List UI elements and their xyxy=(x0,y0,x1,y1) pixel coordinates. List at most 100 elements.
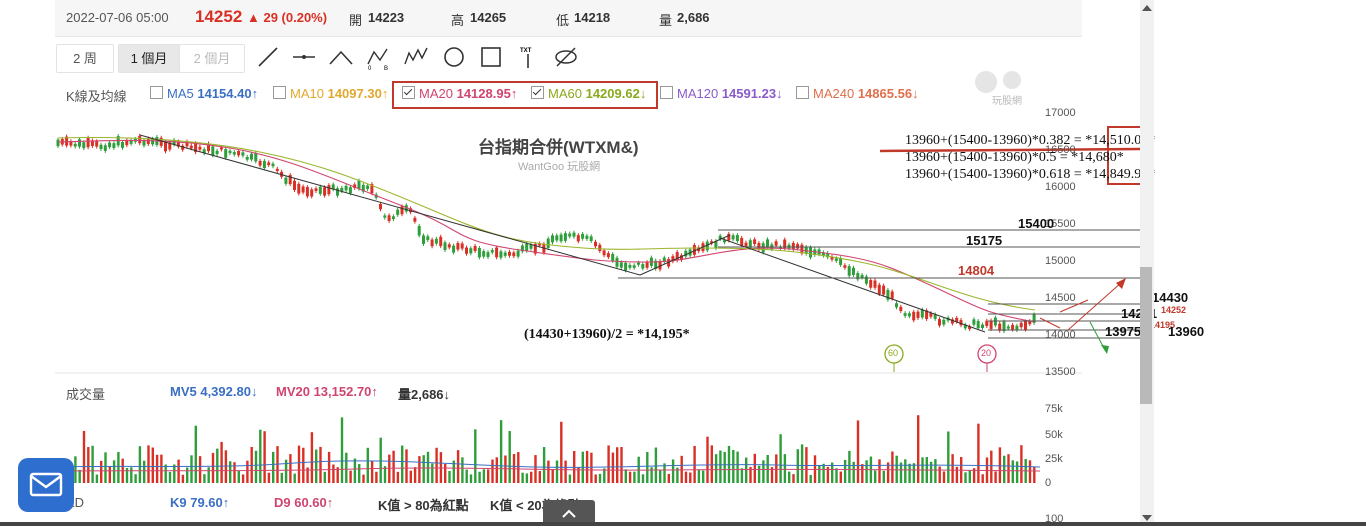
candle-body xyxy=(654,260,658,269)
volume-bar xyxy=(194,425,197,483)
candle-body xyxy=(955,317,959,322)
volume-bar xyxy=(401,445,404,483)
open-value: 14223 xyxy=(368,10,405,25)
ma60-toggle[interactable]: MA60 14209.62↓ xyxy=(531,86,646,101)
kline-ma-label: K線及均線 xyxy=(66,89,127,104)
candle-body xyxy=(778,246,782,249)
volume-bar xyxy=(538,471,541,483)
period-1-month-button[interactable]: 1 個月 xyxy=(118,44,180,73)
angle-tool-icon[interactable] xyxy=(328,44,354,70)
bottom-bar xyxy=(0,522,1366,526)
candle-body xyxy=(972,319,976,325)
volume-bar xyxy=(775,454,778,483)
circle-tool-icon[interactable] xyxy=(441,44,467,70)
candle-body xyxy=(1024,321,1027,330)
scroll-down-icon[interactable] xyxy=(1141,513,1153,523)
volume-bar xyxy=(745,457,748,483)
volume-bar xyxy=(332,464,335,483)
candle-body xyxy=(310,189,314,197)
volume-bar xyxy=(370,461,374,483)
candle-body xyxy=(331,184,335,190)
candle-body xyxy=(791,242,795,250)
candle-body xyxy=(525,243,529,251)
horizontal-line-tool-icon[interactable] xyxy=(291,44,317,70)
candle-body xyxy=(168,142,172,150)
scrollbar-thumb[interactable] xyxy=(1140,267,1152,404)
candle-body xyxy=(258,160,262,166)
trendline-tool-icon[interactable] xyxy=(255,44,281,70)
candle-body xyxy=(215,150,219,155)
candle-body xyxy=(766,239,769,247)
volume-bar xyxy=(818,465,821,483)
volume-bar xyxy=(327,451,331,483)
volume-bar xyxy=(710,445,713,483)
volume-bar xyxy=(762,460,765,483)
elliott-wave-tool-icon[interactable] xyxy=(403,44,429,70)
period-2-months-button[interactable]: 2 個月 xyxy=(179,44,245,73)
candle-body xyxy=(985,320,989,327)
ma240-toggle[interactable]: MA240 14865.56↓ xyxy=(796,86,919,101)
volume-bar xyxy=(456,450,460,483)
volume-bar xyxy=(478,471,481,483)
candle-body xyxy=(692,244,696,255)
scroll-up-icon[interactable] xyxy=(1141,3,1153,13)
volume-bar xyxy=(521,472,524,483)
ma10-toggle[interactable]: MA10 14097.30↑ xyxy=(273,86,388,101)
candle-body xyxy=(348,187,352,194)
volume-bar xyxy=(912,463,916,483)
candle-body xyxy=(585,235,589,239)
candle-body xyxy=(219,147,223,150)
candle-body xyxy=(1032,314,1036,323)
candle-body xyxy=(658,261,662,270)
candle-body xyxy=(705,241,709,251)
volume-bar xyxy=(671,459,675,483)
volume-panel-label: 成交量 xyxy=(66,387,106,402)
volume-bar xyxy=(413,467,417,483)
y-tick: 16500 xyxy=(1045,144,1076,156)
collapse-panel-button[interactable] xyxy=(543,500,595,526)
message-button[interactable] xyxy=(18,458,74,512)
high-label: 高 xyxy=(451,13,465,28)
candle-body xyxy=(576,235,580,242)
candle-body xyxy=(675,252,679,261)
quote-price: 14252 xyxy=(195,7,243,26)
volume-bar xyxy=(904,459,907,483)
candle-body xyxy=(336,188,339,196)
low-value: 14218 xyxy=(574,10,611,25)
volume-bar xyxy=(366,447,369,483)
ma-highlight-box xyxy=(392,81,658,109)
volume-bar xyxy=(934,459,937,483)
volume-bar xyxy=(95,474,99,483)
candle-body xyxy=(538,243,542,246)
period-2-weeks-button[interactable]: 2 周 xyxy=(56,44,114,73)
hide-drawings-icon[interactable] xyxy=(553,44,579,70)
candle-body xyxy=(340,187,344,192)
volume-bar xyxy=(91,445,94,483)
volume-bar xyxy=(448,470,451,483)
candle-body xyxy=(357,180,361,189)
candle-body xyxy=(95,141,99,147)
ma5-toggle[interactable]: MA5 14154.40↑ xyxy=(150,86,258,101)
candle-body xyxy=(383,215,387,218)
volume-bar xyxy=(616,447,619,483)
volume-bar xyxy=(358,464,361,483)
volume-bar xyxy=(345,452,348,483)
price-chart[interactable] xyxy=(0,100,1140,520)
candle-body xyxy=(353,184,357,188)
text-tool-icon[interactable]: TXT xyxy=(515,44,541,70)
volume-bar xyxy=(947,431,950,483)
y-tick: 16000 xyxy=(1045,181,1076,193)
volume-bar xyxy=(865,460,868,483)
rectangle-tool-icon[interactable] xyxy=(478,44,504,70)
volume-bar xyxy=(1033,466,1036,483)
ma20-toggle[interactable]: MA20 14128.95↑ xyxy=(402,86,517,101)
ma120-toggle[interactable]: MA120 14591.23↓ xyxy=(660,86,783,101)
volume-bar xyxy=(241,474,245,483)
volume-bar xyxy=(469,474,473,483)
candle-body xyxy=(318,186,322,194)
volume-bar xyxy=(633,471,636,483)
volume-bar xyxy=(409,470,412,483)
fib-result-box xyxy=(1107,126,1140,185)
scrollbar-track[interactable] xyxy=(1140,0,1154,526)
